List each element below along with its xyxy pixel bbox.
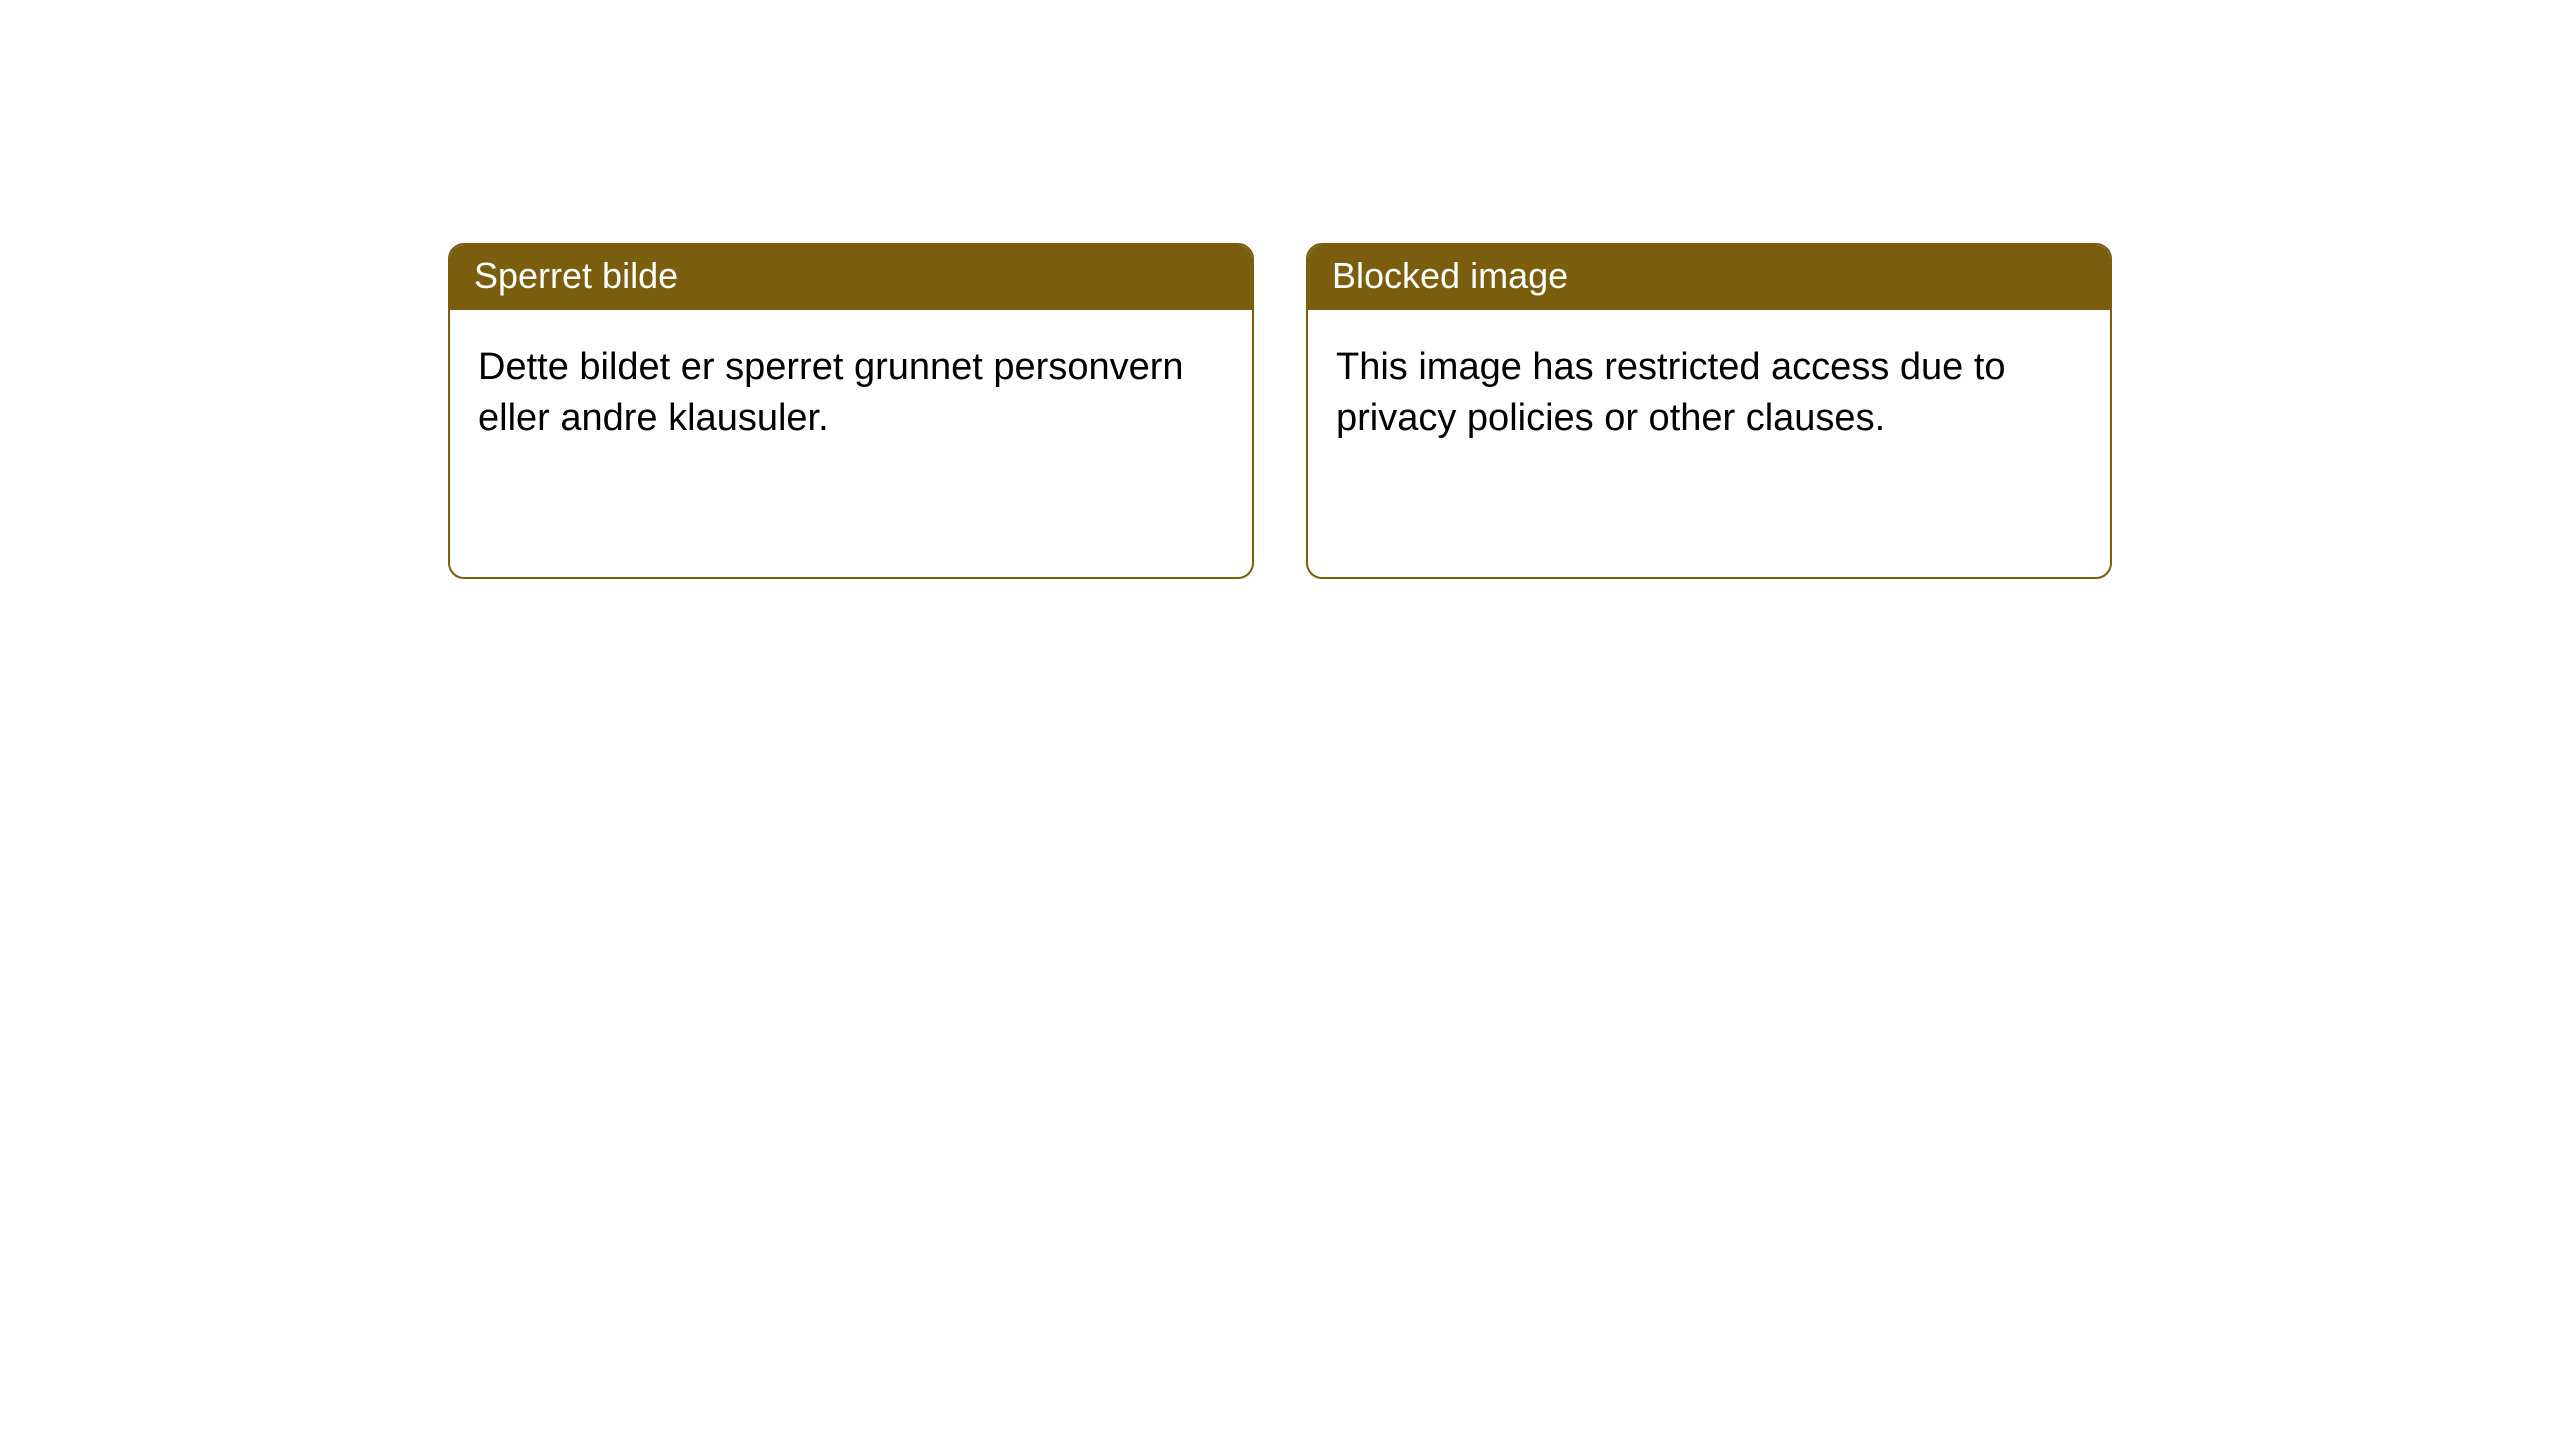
notice-container: Sperret bilde Dette bildet er sperret gr…	[0, 0, 2560, 579]
notice-card-english: Blocked image This image has restricted …	[1306, 243, 2112, 579]
notice-body: Dette bildet er sperret grunnet personve…	[450, 310, 1252, 477]
notice-header: Blocked image	[1308, 245, 2110, 310]
notice-card-norwegian: Sperret bilde Dette bildet er sperret gr…	[448, 243, 1254, 579]
notice-header: Sperret bilde	[450, 245, 1252, 310]
notice-body: This image has restricted access due to …	[1308, 310, 2110, 477]
